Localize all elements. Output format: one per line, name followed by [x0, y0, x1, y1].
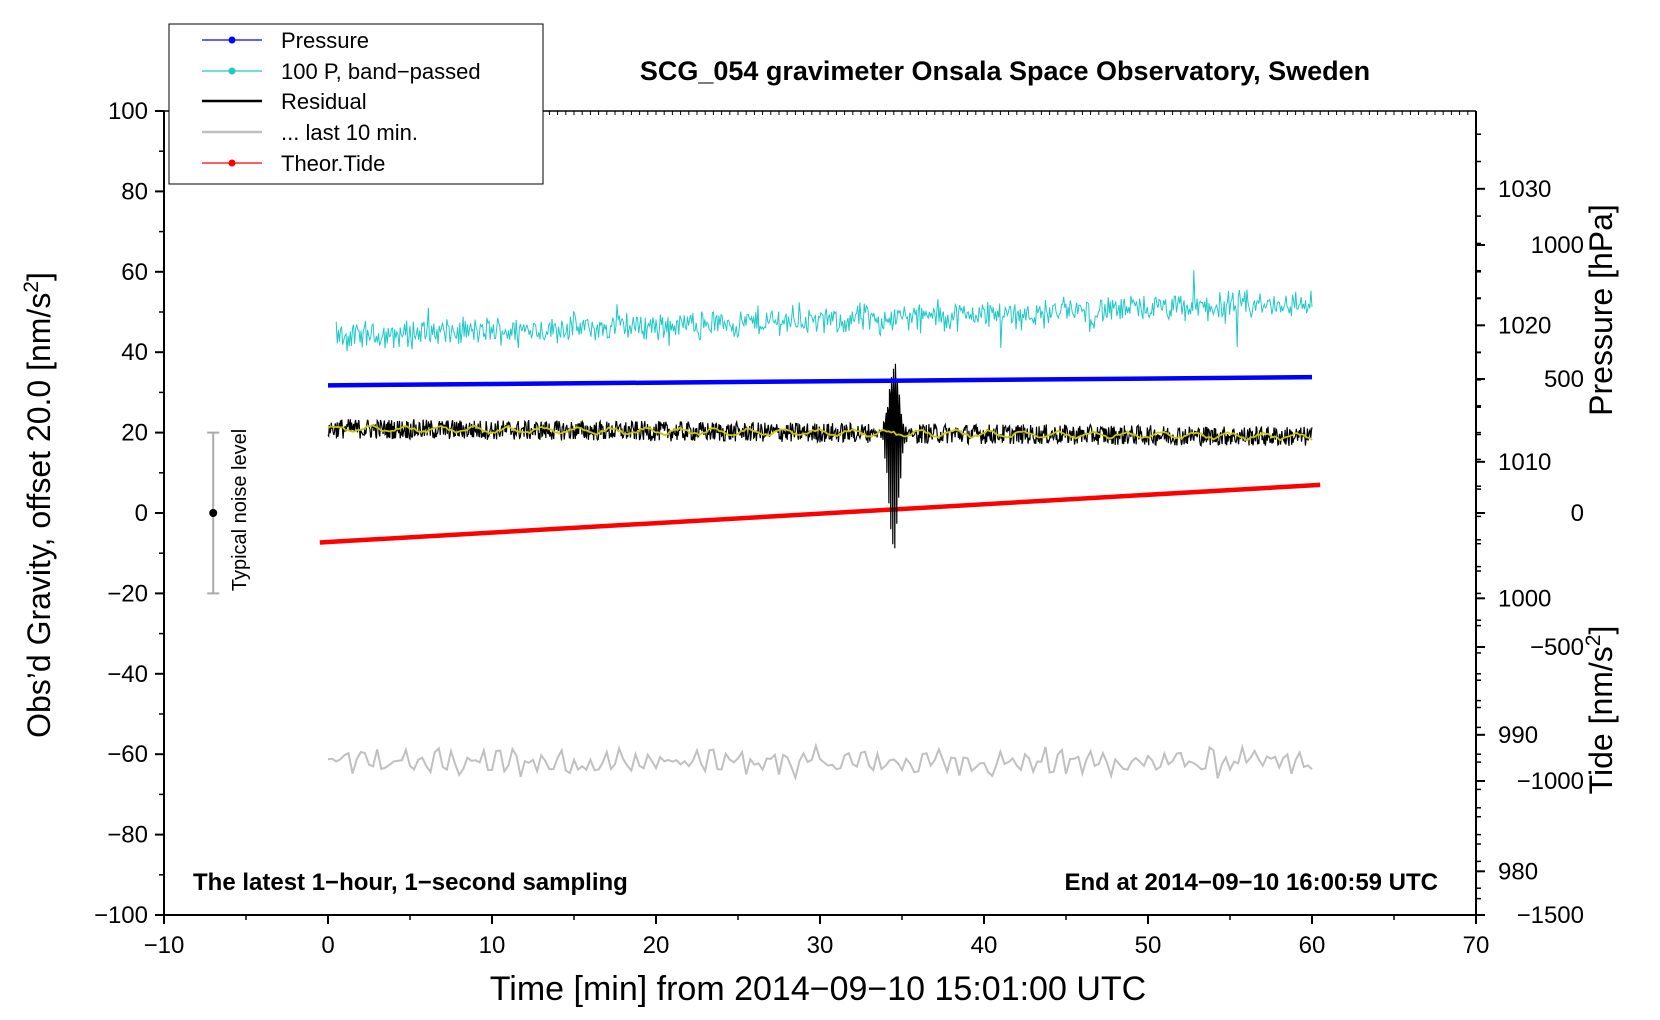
legend-label-last10: ... last 10 min. — [281, 120, 418, 145]
pressure-axis-ticks: 1030 1020 1010 1000 990 980 — [1476, 133, 1551, 900]
legend-entry-bandpassed: 100 P, band−passed — [202, 59, 481, 84]
legend-marker-tide — [228, 159, 236, 167]
pressure-tick-label: 990 — [1498, 722, 1538, 749]
pressure-tick-label: 1010 — [1498, 449, 1551, 476]
pressure-tick-label: 980 — [1498, 858, 1538, 885]
series-theor-tide — [319, 482, 1321, 545]
left-tick-label: 80 — [121, 178, 148, 205]
tide-tick-label: −1000 — [1517, 768, 1584, 795]
left-tick-label: −40 — [107, 661, 148, 688]
pressure-tick-label: 1030 — [1498, 176, 1551, 203]
annotation-bottom-left: The latest 1−hour, 1−second sampling — [193, 869, 628, 896]
left-tick-label: 0 — [135, 500, 148, 527]
legend-entry-last10: ... last 10 min. — [202, 120, 418, 145]
noise-indicator: Typical noise level — [207, 429, 251, 595]
left-tick-label: 100 — [108, 98, 148, 125]
y-axis-label-tide-sup: 2 — [1582, 635, 1605, 647]
legend-marker-pressure — [228, 36, 236, 44]
noise-center-dot — [209, 509, 218, 517]
legend-label-residual: Residual — [281, 89, 367, 114]
pressure-tick-label: 1000 — [1498, 585, 1551, 612]
legend-entry-tide: Theor.Tide — [202, 151, 385, 176]
bottom-axis-ticks: −10 0 10 20 30 40 50 60 70 — [144, 915, 1490, 959]
y-axis-label-pressure: Pressure [hPa] — [1583, 204, 1619, 416]
series-last-10-min — [327, 742, 1313, 782]
x-axis-label: Time [min] from 2014−09−10 15:01:00 UTC — [490, 970, 1146, 1008]
y-axis-label-tide-text: Tide [nm/s — [1583, 646, 1619, 794]
y-axis-label-tide-close: ] — [1583, 626, 1619, 635]
left-tick-label: −60 — [107, 741, 148, 768]
tide-tick-label: −500 — [1530, 634, 1584, 661]
tide-tick-label: 500 — [1544, 366, 1584, 393]
legend-label-tide: Theor.Tide — [281, 151, 385, 176]
left-tick-label: −80 — [107, 822, 148, 849]
bottom-tick-label: 60 — [1299, 932, 1326, 959]
plot-lines — [319, 270, 1321, 782]
y-axis-label-tide: Tide [nm/s2] — [1582, 626, 1619, 795]
chart-title: SCG_054 gravimeter Onsala Space Observat… — [640, 56, 1370, 86]
legend-entry-pressure: Pressure — [202, 28, 369, 53]
legend-marker-bandpassed — [228, 67, 236, 75]
bottom-tick-label: 50 — [1135, 932, 1162, 959]
bottom-tick-label: 30 — [807, 932, 834, 959]
bottom-tick-label: 40 — [971, 932, 998, 959]
annotation-bottom-right: End at 2014−09−10 16:00:59 UTC — [1064, 869, 1438, 896]
legend-entry-residual: Residual — [202, 89, 367, 114]
tide-tick-label: 1000 — [1531, 232, 1584, 259]
bottom-tick-label: 20 — [643, 932, 670, 959]
noise-label: Typical noise level — [229, 429, 251, 591]
bottom-tick-label: 0 — [321, 932, 334, 959]
series-pressure — [327, 374, 1313, 388]
left-tick-label: −100 — [94, 902, 148, 929]
tide-tick-label: −1500 — [1517, 902, 1584, 929]
y-axis-label-gravity-close: ] — [21, 272, 57, 281]
series-residual — [327, 363, 1313, 549]
left-tick-label: 60 — [121, 259, 148, 286]
y-axis-label-gravity-text: Obs’d Gravity, offset 20.0 [nm/s — [21, 293, 57, 738]
left-tick-label: 40 — [121, 339, 148, 366]
left-tick-label: −20 — [107, 580, 148, 607]
legend: Pressure 100 P, band−passed Residual ...… — [168, 23, 544, 185]
pressure-tick-label: 1020 — [1498, 312, 1551, 339]
y-axis-label-gravity: Obs’d Gravity, offset 20.0 [nm/s2] — [20, 272, 57, 738]
legend-box — [168, 23, 544, 185]
bottom-tick-label: 10 — [479, 932, 506, 959]
series-residual-smoothed — [327, 424, 1313, 442]
tide-tick-label: 0 — [1571, 500, 1584, 527]
series-band-passed — [335, 270, 1313, 352]
tide-axis-ticks: 1000 500 0 −500 −1000 −1500 — [1476, 232, 1584, 929]
bottom-tick-label: 70 — [1463, 932, 1490, 959]
legend-label-bandpassed: 100 P, band−passed — [281, 59, 481, 84]
left-tick-label: 20 — [121, 420, 148, 447]
y-axis-label-gravity-sup: 2 — [20, 281, 43, 293]
legend-label-pressure: Pressure — [281, 28, 369, 53]
left-axis-ticks: 100 80 60 40 20 0 −20 −40 −60 −80 −100 — [94, 98, 164, 929]
bottom-tick-label: −10 — [144, 932, 185, 959]
